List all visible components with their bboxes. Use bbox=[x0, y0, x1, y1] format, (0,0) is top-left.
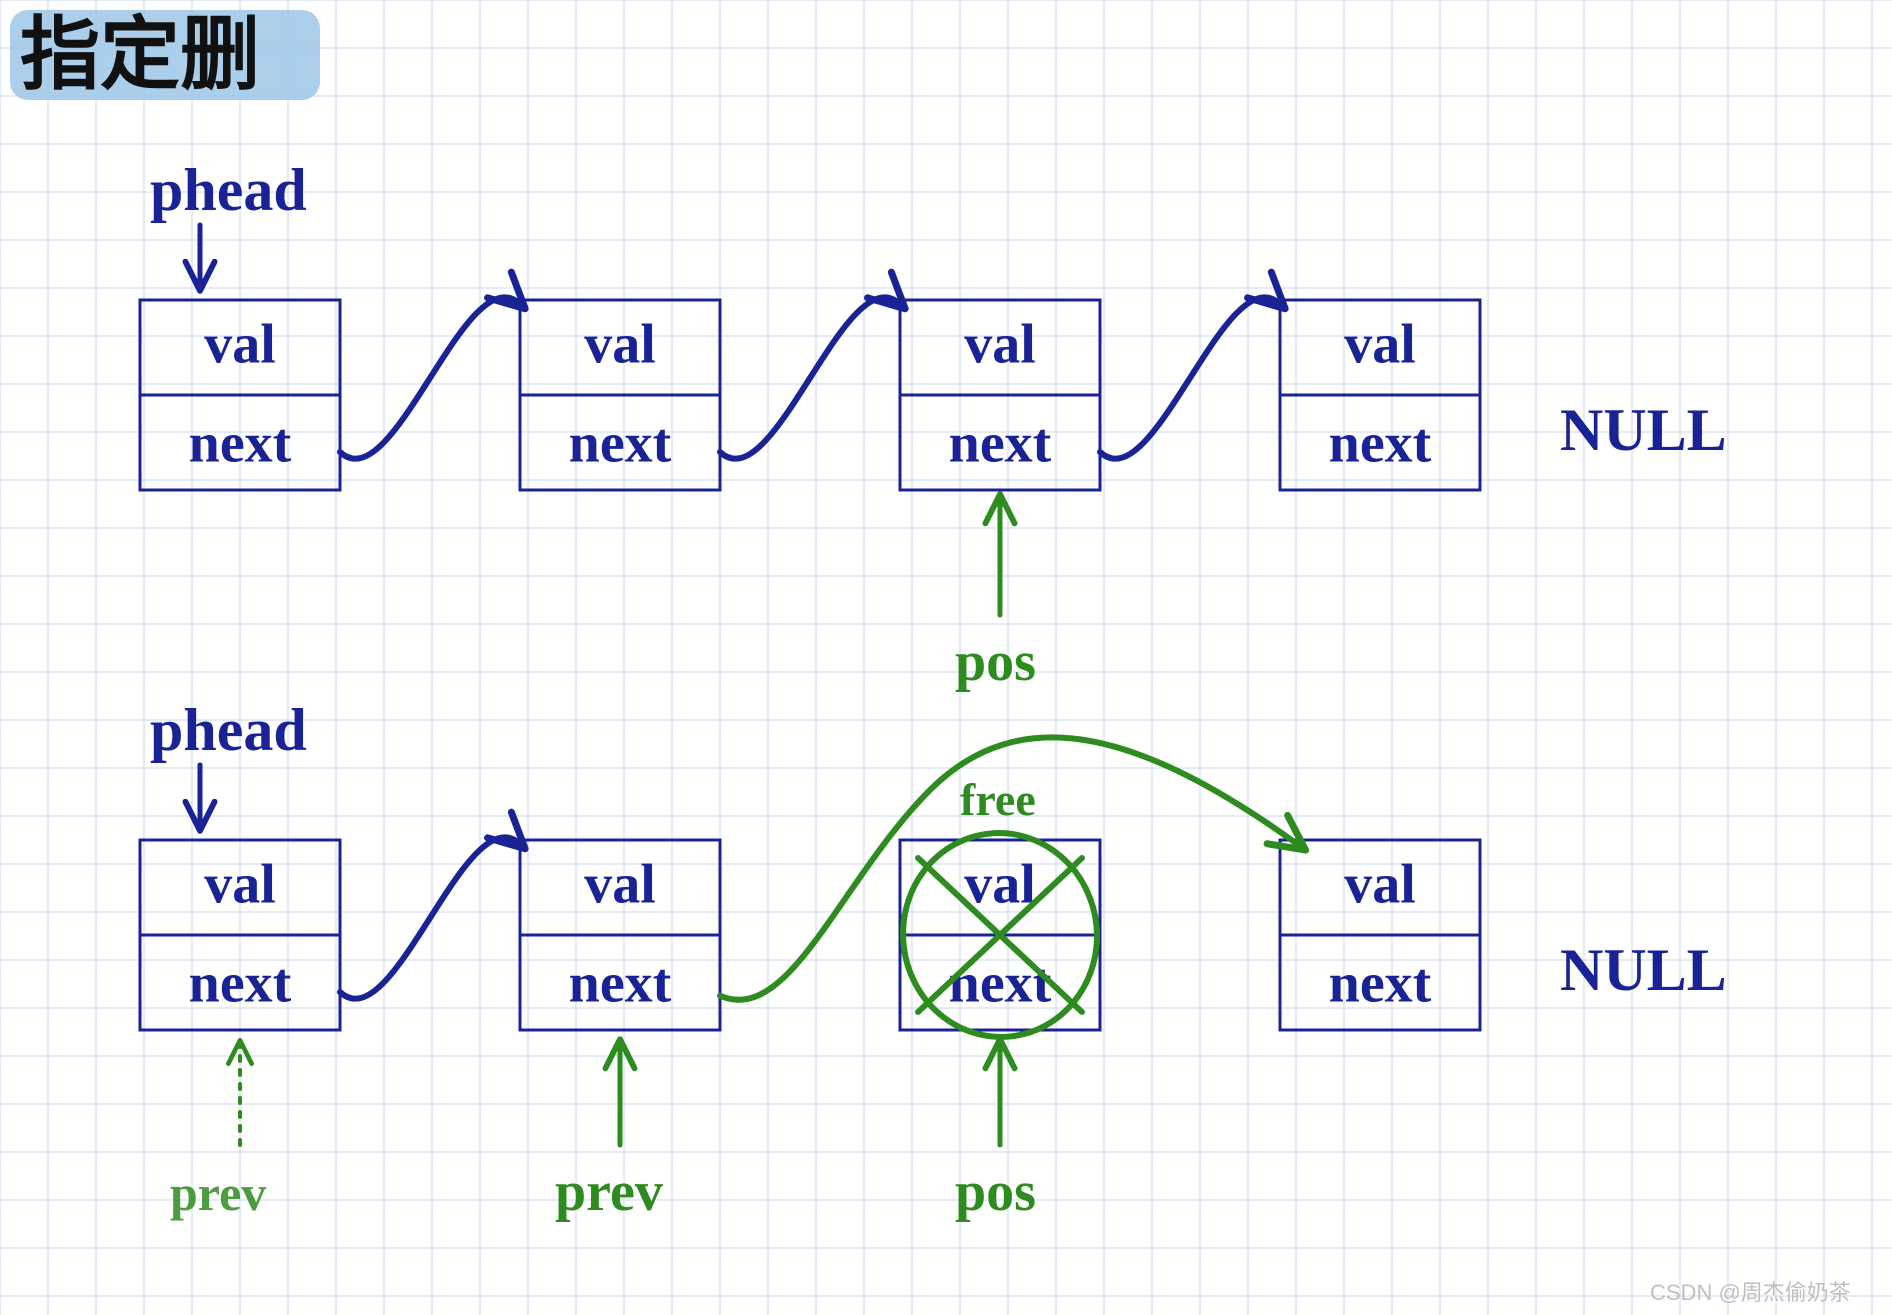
node-next-label: next bbox=[569, 413, 672, 475]
pos-bottom-label: pos bbox=[955, 1161, 1036, 1223]
node-next-label: next bbox=[949, 953, 1052, 1015]
phead-label-top: phead bbox=[150, 157, 307, 223]
phead-label-bottom: phead bbox=[150, 697, 307, 763]
title: 指定删 bbox=[20, 12, 260, 100]
pos-label-top: pos bbox=[955, 631, 1036, 693]
null-label-top: NULL bbox=[1560, 397, 1727, 463]
node-val-label: val bbox=[204, 314, 276, 376]
free-label: free bbox=[960, 774, 1036, 825]
node-next-label: next bbox=[569, 953, 672, 1015]
node-val-label: val bbox=[1344, 854, 1416, 916]
node-val-label: val bbox=[964, 854, 1036, 916]
watermark: CSDN @周杰偷奶茶 bbox=[1650, 1280, 1851, 1305]
node-next-label: next bbox=[189, 953, 292, 1015]
node-next-label: next bbox=[189, 413, 292, 475]
prev-dashed-label: prev bbox=[170, 1165, 266, 1221]
null-label-bottom: NULL bbox=[1560, 937, 1727, 1003]
node-next-label: next bbox=[949, 413, 1052, 475]
node-val-label: val bbox=[584, 854, 656, 916]
node-next-label: next bbox=[1329, 953, 1432, 1015]
node-val-label: val bbox=[584, 314, 656, 376]
node-val-label: val bbox=[964, 314, 1036, 376]
node-next-label: next bbox=[1329, 413, 1432, 475]
prev-solid-label: prev bbox=[555, 1161, 663, 1223]
node-val-label: val bbox=[204, 854, 276, 916]
node-val-label: val bbox=[1344, 314, 1416, 376]
